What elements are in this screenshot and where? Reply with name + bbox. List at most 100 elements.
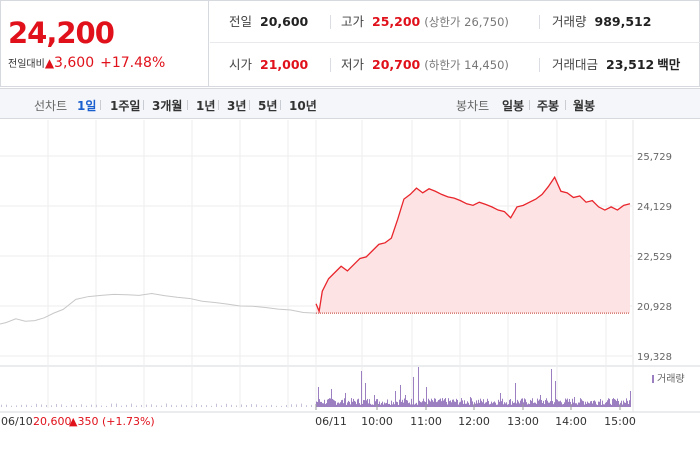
volume-bar xyxy=(404,398,405,407)
volume-bar xyxy=(468,402,469,407)
volume-bar xyxy=(500,393,501,407)
period-3y[interactable]: 3년 xyxy=(227,99,247,113)
volume-bar xyxy=(414,404,415,407)
volume-bar xyxy=(231,404,232,407)
volume-bar xyxy=(551,369,552,407)
volume-bar xyxy=(535,402,536,407)
volume-bar xyxy=(489,404,490,407)
volume-bar xyxy=(368,403,369,407)
today-line xyxy=(315,175,631,314)
volume-bar xyxy=(569,398,570,407)
volume-bar xyxy=(558,401,559,407)
candle-weekly[interactable]: 주봉 xyxy=(537,99,560,113)
volume-bar xyxy=(518,401,519,407)
volume-bar xyxy=(379,401,380,407)
volume-bar xyxy=(342,399,343,407)
volume-bar xyxy=(420,401,421,407)
volume-bar xyxy=(306,405,307,407)
volume-bar xyxy=(276,405,277,407)
volume-bar xyxy=(412,404,413,407)
period-1w[interactable]: 1주일 xyxy=(110,99,141,113)
volume-bar xyxy=(548,402,549,407)
volume-bar xyxy=(607,400,608,407)
volume-bar xyxy=(510,399,511,407)
volume-bar xyxy=(625,402,626,407)
volume-bar xyxy=(422,401,423,407)
divider xyxy=(539,58,540,72)
volume-bar xyxy=(377,399,378,407)
volume-bar xyxy=(181,404,182,407)
volume-bar xyxy=(550,401,551,407)
volume-bar xyxy=(627,400,628,407)
volume-bar xyxy=(603,404,604,407)
volume-bar xyxy=(462,400,463,407)
volume-bar xyxy=(426,387,427,407)
volume-bar xyxy=(451,402,452,407)
price-change: 전일대비▲3,600 +17.48% xyxy=(8,55,165,71)
volume-bar xyxy=(442,398,443,407)
period-3m[interactable]: 3개월 xyxy=(152,99,183,113)
volume-bar xyxy=(196,404,197,407)
volume-bar xyxy=(406,399,407,407)
volume-bar xyxy=(106,405,107,407)
period-1y[interactable]: 1년 xyxy=(196,99,216,113)
divider xyxy=(565,100,566,110)
volume-bar xyxy=(604,404,605,407)
volume-bar xyxy=(505,403,506,407)
change-percent: +17.48% xyxy=(100,55,166,71)
volume-bar xyxy=(444,399,445,407)
price-chart[interactable]: 25,729 24,129 22,529 20,928 19,328 거래량 06/11… xyxy=(0,120,700,450)
volume-bar xyxy=(428,398,429,407)
volume-bar xyxy=(530,399,531,407)
volume-bar xyxy=(507,404,508,407)
y-tick-label: 19,328 xyxy=(637,352,672,363)
volume-bar xyxy=(612,399,613,407)
volume-bar xyxy=(576,403,577,407)
volume-bar xyxy=(503,404,504,407)
volume-bar xyxy=(296,404,297,407)
line-chart-label: 선차트 xyxy=(34,99,68,113)
volume-bar xyxy=(447,404,448,407)
volume-bar xyxy=(491,401,492,407)
volume-bar xyxy=(629,400,630,407)
info-row-2: 시가 21,000 저가 20,700 (하한가 14,450) 거래대금 23,512… xyxy=(210,44,700,86)
volume-bar xyxy=(528,403,529,407)
volume-bar xyxy=(626,398,627,407)
volume-bar xyxy=(549,402,550,407)
volume-bar xyxy=(525,399,526,407)
divider xyxy=(280,100,281,110)
volume-bar xyxy=(371,404,372,407)
volume-bar xyxy=(483,399,484,407)
amount-value: 23,512 xyxy=(606,57,655,72)
volume-bar xyxy=(376,399,377,407)
volume-bar xyxy=(413,377,414,407)
high-label: 고가 xyxy=(341,14,365,29)
period-1d[interactable]: 1일 xyxy=(77,99,97,113)
volume-bar xyxy=(506,402,507,407)
volume-bar xyxy=(522,398,523,407)
volume-bar xyxy=(334,400,335,407)
volume-bar xyxy=(438,400,439,407)
volume-bar xyxy=(434,398,435,407)
volume-bar xyxy=(6,404,7,407)
period-10y[interactable]: 10년 xyxy=(289,99,317,113)
volume-bar xyxy=(527,404,528,407)
volume-bar xyxy=(596,404,597,407)
volume-bar xyxy=(534,402,535,407)
lower-limit: (하한가 14,450) xyxy=(424,58,509,72)
volume-bar xyxy=(405,395,406,407)
period-5y[interactable]: 5년 xyxy=(258,99,278,113)
volume-bar xyxy=(171,404,172,407)
candle-monthly[interactable]: 월봉 xyxy=(573,99,596,113)
volume-bar xyxy=(281,405,282,407)
volume-bar xyxy=(136,405,137,407)
y-tick-label: 24,129 xyxy=(637,202,672,213)
volume-bar xyxy=(367,398,368,407)
divider xyxy=(330,15,331,29)
candle-daily[interactable]: 일봉 xyxy=(502,99,525,113)
volume-bar xyxy=(611,404,612,407)
volume-bar xyxy=(370,403,371,407)
period-selector: 선차트 1일 1주일 3개월 1년 3년 5년 10년 봉차트 일봉 주봉 월봉 xyxy=(0,88,700,119)
volume-bar xyxy=(416,402,417,407)
volume-bar xyxy=(26,404,27,407)
